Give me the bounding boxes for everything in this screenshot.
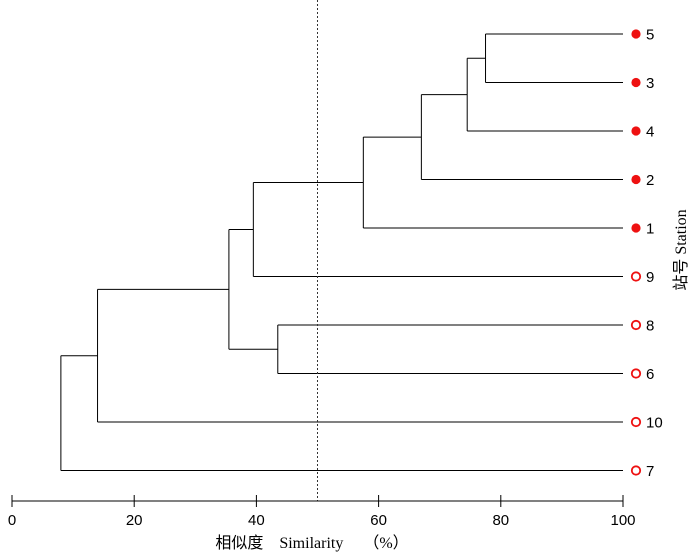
station-marker-5 (631, 29, 641, 39)
station-label-1: 1 (646, 221, 654, 238)
station-marker-6 (630, 368, 642, 379)
station-label-7: 7 (646, 463, 654, 480)
station-label-2: 2 (646, 172, 654, 189)
leaf-labels: 5 3 4 2 1 9 8 6 10 7 (630, 27, 663, 480)
station-label-5: 5 (646, 27, 654, 44)
station-marker-2 (631, 174, 641, 185)
station-marker-3 (631, 77, 641, 88)
station-marker-4 (631, 126, 641, 136)
dendrogram-tree (60, 33, 623, 471)
station-label-8: 8 (646, 318, 654, 335)
x-tick-label-60: 60 (370, 512, 387, 529)
station-marker-10 (630, 416, 642, 428)
x-tick-label-80: 80 (492, 512, 509, 529)
x-axis: 0 20 40 60 80 100 (8, 495, 636, 529)
station-marker-7 (630, 465, 642, 476)
station-label-4: 4 (646, 124, 654, 141)
station-label-6: 6 (646, 366, 654, 383)
x-tick-label-20: 20 (126, 512, 143, 529)
x-tick-label-40: 40 (248, 512, 265, 529)
x-axis-title: 相似度 Similarity （%） (215, 534, 408, 552)
x-tick-label-0: 0 (8, 512, 16, 529)
station-marker-9 (630, 271, 642, 282)
y-axis-title: 站号 Station (672, 209, 690, 290)
station-label-10: 10 (646, 415, 663, 432)
station-marker-1 (631, 223, 641, 233)
station-label-3: 3 (646, 75, 654, 92)
x-tick-label-100: 100 (610, 512, 635, 529)
station-marker-8 (630, 319, 642, 331)
station-label-9: 9 (646, 269, 654, 286)
